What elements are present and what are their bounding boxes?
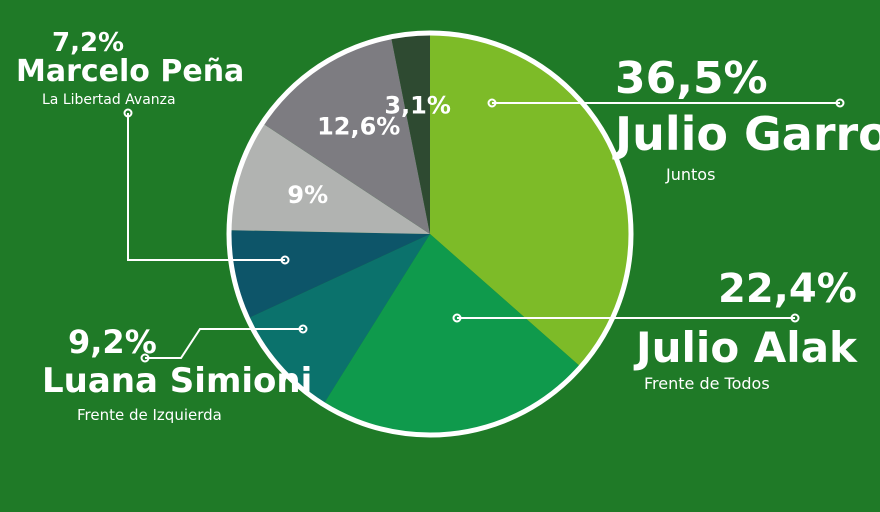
pie-slice-julio-garro: [430, 35, 629, 366]
candidate-name-luana-simioni: Luana Simioni: [42, 361, 313, 401]
pie-slices: [231, 34, 629, 433]
leader-line-marcelo-pena: [127, 113, 285, 261]
party-name-frente-de-izquierda: Frente de Izquierda: [77, 406, 222, 424]
candidate-name-julio-garro: Julio Garro: [615, 107, 880, 161]
pie-slice-luana-simioni: [249, 234, 430, 403]
pie-outline-ring: [226, 30, 634, 438]
slice-label-marcelo-pena: 7,2%: [52, 28, 125, 58]
leader-marker-julio-alak-end: [790, 313, 800, 323]
leader-marker-marcelo-pena-start: [123, 108, 133, 118]
candidate-name-julio-alak: Julio Alak: [636, 323, 857, 372]
party-name-juntos: Juntos: [666, 165, 716, 184]
leader-marker-luana-simioni-end: [140, 353, 150, 363]
pie-slice-julio-alak: [324, 234, 580, 433]
party-name-frente-de-todos: Frente de Todos: [644, 374, 770, 393]
pie-slice-other-3-1: [391, 34, 430, 234]
leader-lines: [123, 98, 845, 363]
candidate-name-marcelo-pena: Marcelo Peña: [16, 54, 245, 89]
leader-marker-julio-alak-start: [452, 313, 462, 323]
leader-marker-julio-garro-start: [487, 98, 497, 108]
leader-marker-marcelo-pena-end: [280, 255, 290, 265]
slice-label-luana-simioni: 9,2%: [68, 323, 157, 361]
pie-slice-other-12-6: [264, 38, 430, 235]
slice-label-julio-garro: 36,5%: [615, 53, 768, 104]
pie-slice-marcelo-pena: [231, 230, 430, 318]
inner-slice-label-9: 9%: [287, 181, 328, 209]
leader-line-luana-simioni: [145, 328, 303, 359]
pie-slice-other-9: [231, 124, 430, 234]
leader-marker-luana-simioni-start: [298, 324, 308, 334]
inner-slice-label-12-6: 12,6%: [317, 113, 400, 141]
inner-slice-label-3-1: 3,1%: [384, 92, 451, 120]
leader-marker-julio-garro-end: [835, 98, 845, 108]
inner-labels: 9% 12,6%3,1%: [287, 92, 450, 209]
party-name-la-libertad-avanza: La Libertad Avanza: [42, 92, 176, 108]
slice-label-julio-alak: 22,4%: [718, 266, 857, 312]
